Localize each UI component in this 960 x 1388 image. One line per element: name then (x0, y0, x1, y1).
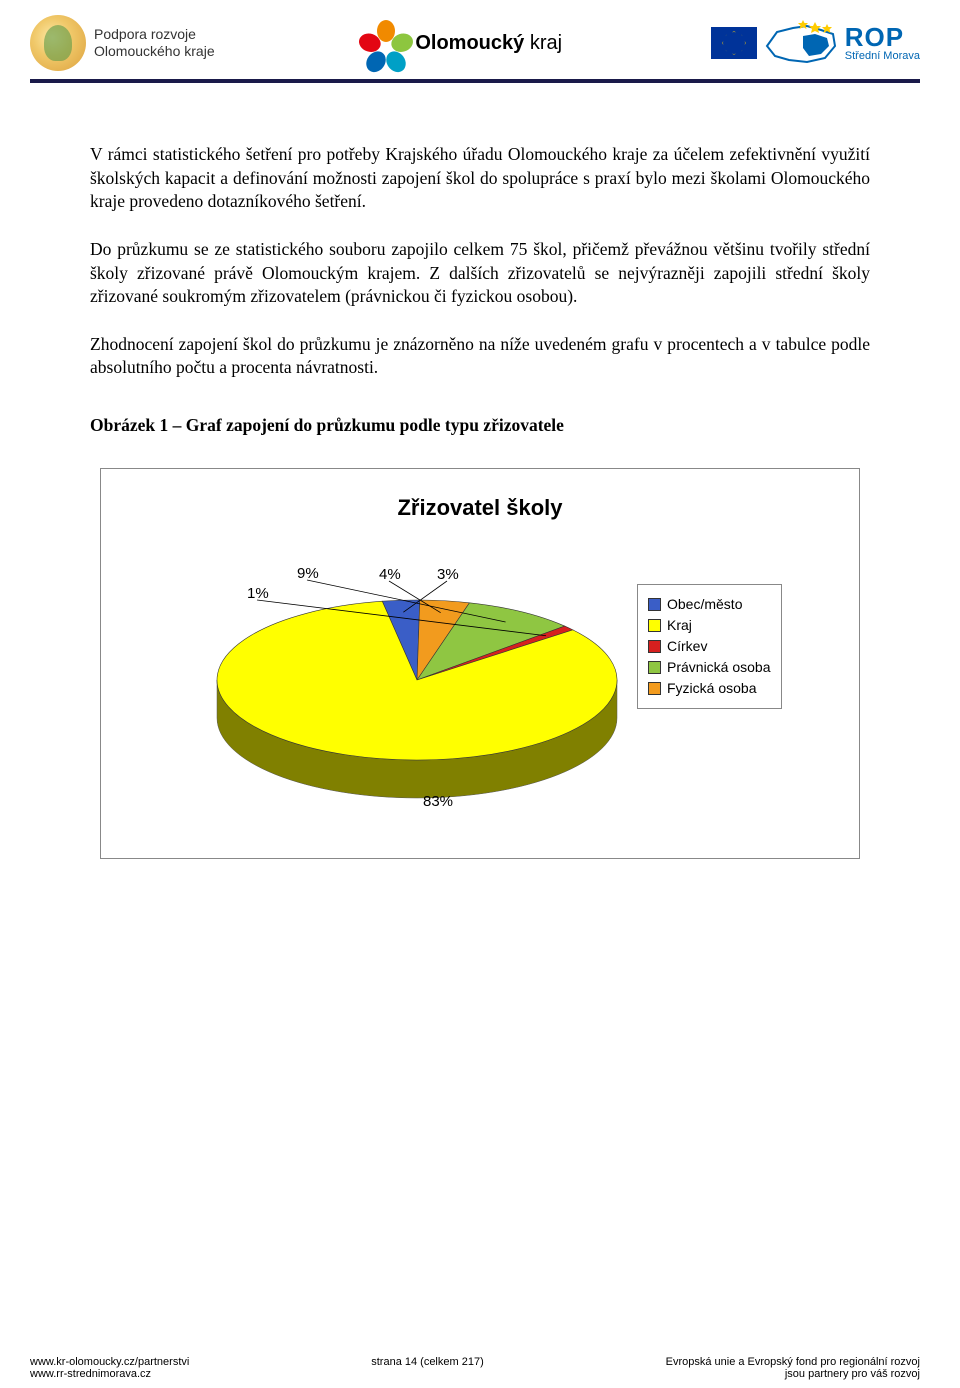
footer-right2: jsou partnery pro váš rozvoj (666, 1368, 920, 1380)
header-right-logo: ROP Střední Morava (711, 20, 920, 66)
header-mid-bold: Olomoucký (415, 32, 524, 54)
legend-item: Církev (648, 637, 771, 656)
footer-right1: Evropská unie a Evropský fond pro region… (666, 1356, 920, 1368)
legend-swatch-icon (648, 661, 661, 674)
paragraph-2: Do průzkumu se ze statistického souboru … (90, 238, 870, 309)
footer-right: Evropská unie a Evropský fond pro region… (666, 1356, 920, 1380)
footer: www.kr-olomoucky.cz/partnerstvi www.rr-s… (0, 1356, 960, 1380)
pct-label-pr-vnick-osoba: 9% (297, 564, 319, 584)
header-right-text: ROP Střední Morava (845, 24, 920, 63)
legend-swatch-icon (648, 640, 661, 653)
legend-label: Právnická osoba (667, 658, 771, 677)
pct-label-fyzick-osoba: 4% (379, 565, 401, 585)
legend-label: Kraj (667, 616, 692, 635)
pie-chart: 3% 4% 9% 1% 83% (117, 550, 637, 820)
flower-icon (363, 20, 409, 66)
paragraph-3: Zhodnocení zapojení škol do průzkumu je … (90, 333, 870, 380)
pct-label-kraj: 83% (423, 792, 453, 812)
page: Podpora rozvoje Olomouckého kraje Olomou… (0, 0, 960, 1388)
content: V rámci statistického šetření pro potřeb… (0, 83, 960, 859)
cz-map-icon (763, 20, 839, 66)
legend-label: Církev (667, 637, 707, 656)
figure-heading: Obrázek 1 – Graf zapojení do průzkumu po… (90, 414, 870, 438)
footer-page: strana 14 (celkem 217) (371, 1356, 484, 1380)
chart-title: Zřizovatel školy (117, 493, 843, 523)
pct-label-obec-m-sto: 3% (437, 565, 459, 585)
legend-label: Fyzická osoba (667, 679, 756, 698)
paragraph-1: V rámci statistického šetření pro potřeb… (90, 143, 870, 214)
legend-item: Kraj (648, 616, 771, 635)
legend: Obec/město Kraj Církev Právnická osoba Fyzic… (637, 584, 782, 708)
legend-item: Právnická osoba (648, 658, 771, 677)
pie-svg (117, 550, 637, 820)
rop-big: ROP (845, 24, 920, 51)
legend-swatch-icon (648, 598, 661, 611)
header-mid-text: Olomoucký kraj (415, 32, 562, 55)
footer-left: www.kr-olomoucky.cz/partnerstvi www.rr-s… (30, 1356, 189, 1380)
eu-flag-icon (711, 27, 757, 59)
header-mid-light: kraj (524, 32, 562, 54)
rop-sub: Střední Morava (845, 51, 920, 63)
legend-item: Fyzická osoba (648, 679, 771, 698)
header-left-logo: Podpora rozvoje Olomouckého kraje (30, 15, 215, 71)
header-left-line2: Olomouckého kraje (94, 43, 215, 61)
header-mid-logo: Olomoucký kraj (363, 20, 562, 66)
hands-globe-icon (30, 15, 86, 71)
legend-item: Obec/město (648, 595, 771, 614)
pie-chart-box: Zřizovatel školy 3% 4% 9% 1% 83% Obec/město K… (100, 468, 860, 860)
header-left-line1: Podpora rozvoje (94, 26, 215, 44)
legend-swatch-icon (648, 682, 661, 695)
legend-label: Obec/město (667, 595, 742, 614)
legend-swatch-icon (648, 619, 661, 632)
pct-label-c-rkev: 1% (247, 584, 269, 604)
header-left-text: Podpora rozvoje Olomouckého kraje (94, 26, 215, 61)
footer-url1: www.kr-olomoucky.cz/partnerstvi (30, 1356, 189, 1368)
header: Podpora rozvoje Olomouckého kraje Olomou… (0, 0, 960, 79)
chart-body: 3% 4% 9% 1% 83% Obec/město Kraj Církev Právnick… (117, 550, 843, 820)
footer-url2: www.rr-strednimorava.cz (30, 1368, 189, 1380)
